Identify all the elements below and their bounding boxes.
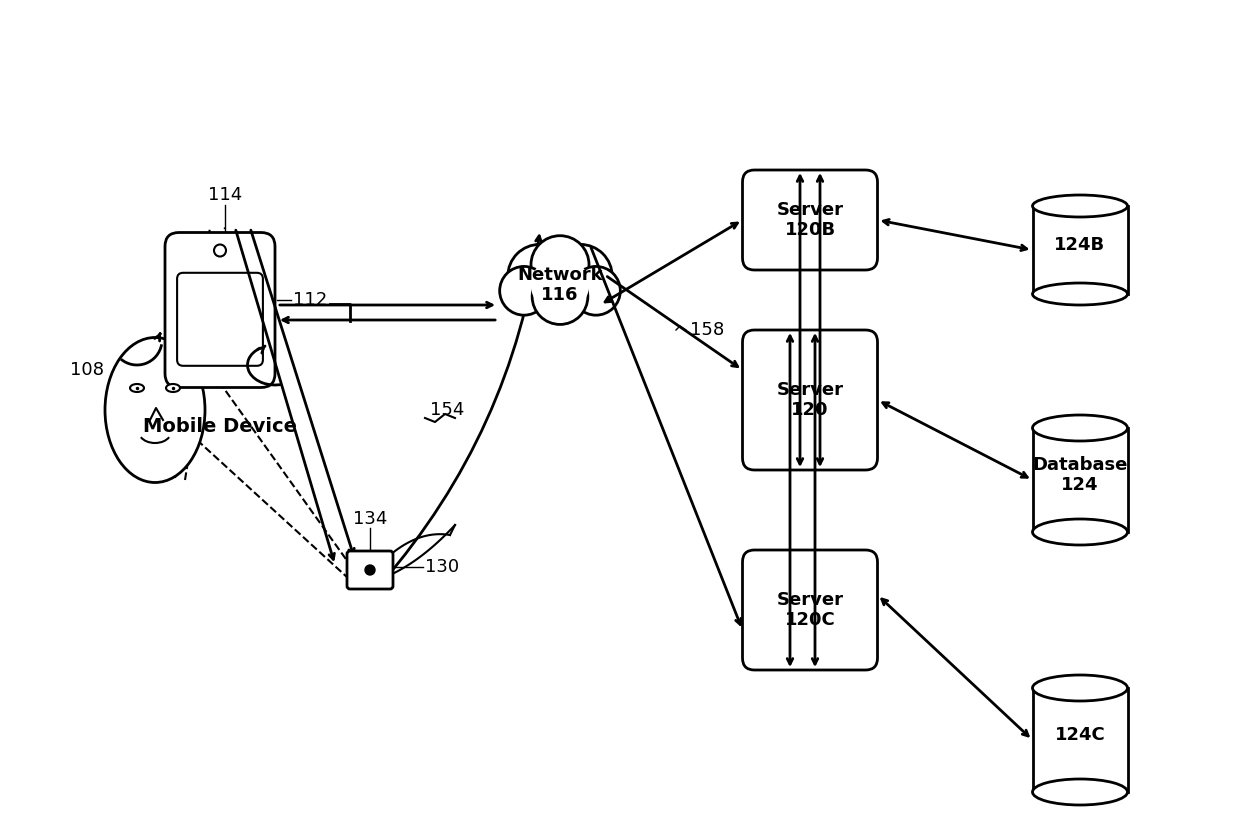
- Text: 112: 112: [293, 291, 327, 309]
- Text: 158: 158: [689, 321, 724, 339]
- Ellipse shape: [1033, 675, 1127, 701]
- FancyBboxPatch shape: [743, 170, 878, 270]
- Text: 124B: 124B: [1054, 236, 1106, 254]
- Ellipse shape: [105, 338, 205, 482]
- Text: 124C: 124C: [1055, 726, 1105, 744]
- Text: 134: 134: [353, 510, 387, 528]
- FancyBboxPatch shape: [347, 551, 393, 589]
- Text: Database
124: Database 124: [1033, 455, 1127, 495]
- Circle shape: [532, 269, 588, 324]
- Text: Server
120C: Server 120C: [776, 591, 843, 629]
- Bar: [1033, 428, 1127, 532]
- Circle shape: [365, 565, 374, 575]
- Ellipse shape: [166, 384, 180, 392]
- Circle shape: [500, 266, 548, 315]
- Ellipse shape: [130, 384, 144, 392]
- Ellipse shape: [1033, 195, 1127, 217]
- Ellipse shape: [1033, 415, 1127, 441]
- Ellipse shape: [1033, 283, 1127, 305]
- Circle shape: [572, 266, 620, 315]
- Circle shape: [531, 256, 589, 314]
- FancyBboxPatch shape: [743, 550, 878, 670]
- FancyBboxPatch shape: [177, 273, 263, 365]
- Text: 130: 130: [425, 558, 459, 576]
- Text: Network
116: Network 116: [517, 265, 603, 304]
- Text: Server
120: Server 120: [776, 381, 843, 419]
- Text: Server
120B: Server 120B: [776, 201, 843, 239]
- Ellipse shape: [1033, 779, 1127, 805]
- Text: 154: 154: [430, 401, 464, 419]
- FancyBboxPatch shape: [165, 233, 275, 387]
- Circle shape: [215, 244, 226, 256]
- Bar: [1033, 206, 1127, 294]
- FancyBboxPatch shape: [743, 330, 878, 470]
- Circle shape: [548, 244, 613, 308]
- Circle shape: [531, 236, 589, 294]
- Bar: [1033, 428, 1126, 532]
- Bar: [1033, 688, 1126, 792]
- Bar: [1033, 206, 1126, 294]
- Text: Mobile Device: Mobile Device: [143, 417, 298, 437]
- Text: 114: 114: [208, 186, 242, 204]
- Text: 108: 108: [69, 361, 104, 379]
- Ellipse shape: [1033, 519, 1127, 545]
- Bar: [1033, 688, 1127, 792]
- Circle shape: [508, 244, 572, 308]
